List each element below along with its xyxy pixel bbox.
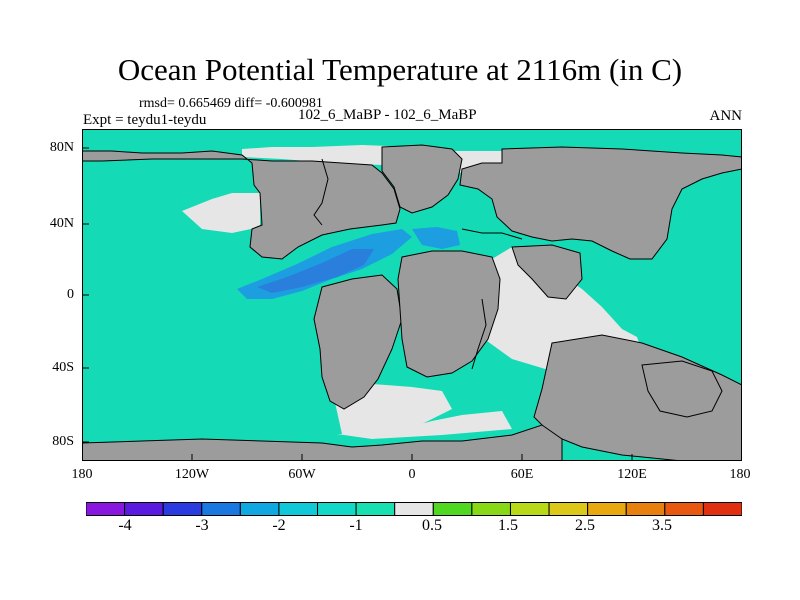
land-north-america <box>82 150 401 260</box>
colorbar <box>86 502 742 516</box>
colorbar-swatch <box>201 502 241 516</box>
map-panel <box>82 129 742 461</box>
cold-anomaly-north-africa <box>412 227 460 249</box>
lat-label-80n: 80N <box>49 140 74 155</box>
colorbar-swatch <box>86 502 126 516</box>
colorbar-label-neg2: -2 <box>272 517 286 534</box>
colorbar-swatch <box>702 502 742 516</box>
rmsd-diff-stats: rmsd= 0.665469 diff= -0.600981 <box>139 96 323 111</box>
colorbar-swatch <box>509 502 550 516</box>
coastline-details <box>313 158 523 370</box>
colorbar-swatch <box>587 502 627 516</box>
colorbar-swatch <box>162 502 203 516</box>
map-title: Ocean Potential Temperature at 2116m (in… <box>117 52 683 87</box>
near-zero-south-band <box>337 411 512 439</box>
colorbar-swatch <box>124 502 164 516</box>
map-tick-marks <box>82 147 633 461</box>
colorbar-label-2-5: 2.5 <box>575 517 595 534</box>
coastline-mozambique <box>471 298 487 370</box>
experiment-label: Expt = teydu1-teydu <box>83 112 207 128</box>
colorbar-label-0-5: 0.5 <box>422 517 442 534</box>
colorbar-swatch <box>394 502 434 516</box>
lat-label-0: 0 <box>67 287 74 302</box>
colorbar-label-3-5: 3.5 <box>652 517 672 534</box>
land-masses <box>82 144 742 461</box>
colorbar-label-neg3: -3 <box>195 517 209 534</box>
coastline-baffin <box>313 158 329 226</box>
colorbar-label-1-5: 1.5 <box>498 517 518 534</box>
land-eurasia <box>459 146 742 260</box>
lon-label-60e: 60E <box>510 467 534 482</box>
colorbar-label-neg1: -1 <box>349 517 363 534</box>
land-greenland <box>381 144 463 214</box>
colorbar-swatch <box>471 502 511 516</box>
colorbar-swatch <box>625 502 666 516</box>
lon-label-120e: 120E <box>617 467 647 482</box>
lon-label-180e: 180 <box>729 467 751 482</box>
experiment-ids: 102_6_MaBP - 102_6_MaBP <box>298 107 477 123</box>
colder-anomaly-core <box>257 249 374 293</box>
lon-label-0: 0 <box>408 467 416 482</box>
land-africa <box>397 250 501 378</box>
colorbar-swatch <box>239 502 280 516</box>
colorbar-swatch <box>432 502 473 516</box>
coastline-mediterranean <box>461 228 523 240</box>
lon-label-120w: 120W <box>174 467 210 482</box>
lon-label-60w: 60W <box>288 467 316 482</box>
season-label: ANN <box>709 108 743 124</box>
lat-label-40s: 40S <box>52 360 74 375</box>
lat-label-80s: 80S <box>52 434 74 449</box>
colorbar-swatch <box>548 502 589 516</box>
land-south-america <box>313 274 403 410</box>
colorbar-swatch <box>278 502 319 516</box>
colorbar-swatch <box>355 502 396 516</box>
colorbar-label-neg4: -4 <box>118 517 132 534</box>
colorbar-swatch <box>317 502 357 516</box>
lat-label-40n: 40N <box>49 216 74 231</box>
cold-anomaly-regions <box>237 227 460 299</box>
map-canvas <box>82 129 742 461</box>
lon-label-180w: 180 <box>71 467 93 482</box>
colorbar-swatch <box>664 502 704 516</box>
land-australia <box>641 360 723 418</box>
land-antarctica <box>82 424 563 461</box>
near-zero-north-pacific-west <box>182 193 260 233</box>
land-india-arabia <box>511 244 583 300</box>
